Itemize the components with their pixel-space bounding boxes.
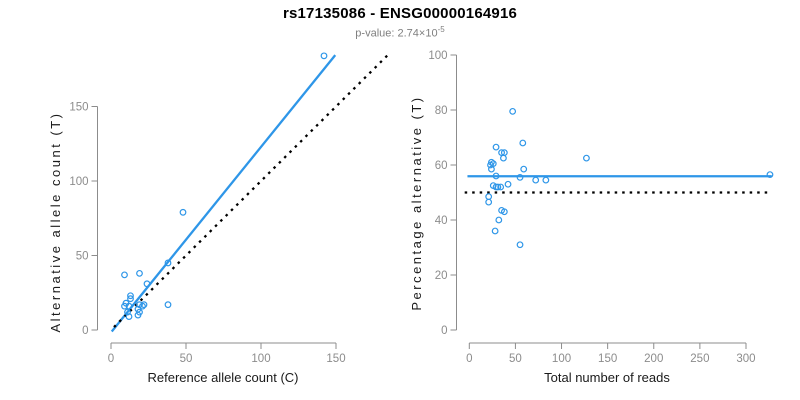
data-point	[121, 302, 128, 310]
x-tick-label: 0	[108, 353, 114, 365]
data-point	[136, 269, 143, 277]
data-point	[121, 271, 128, 279]
data-point	[485, 193, 493, 201]
data-point	[492, 172, 500, 180]
data-point	[143, 280, 151, 288]
pvalue-text: p-value: 2.74×10	[355, 27, 438, 40]
y-tick-label: 20	[435, 270, 448, 282]
data-point	[164, 259, 172, 267]
regression-line	[110, 54, 337, 333]
x-tick-label: 100	[552, 353, 571, 365]
y-tick-label: 80	[435, 105, 448, 117]
data-point	[320, 52, 328, 60]
data-point	[500, 208, 508, 216]
data-point	[125, 302, 133, 310]
left-y-axis-title: Alternative allele count (T)	[48, 111, 63, 332]
data-point	[485, 198, 493, 206]
y-tick-label: 100	[69, 176, 88, 188]
data-point	[520, 165, 528, 173]
data-point	[139, 302, 146, 310]
y-tick-label: 150	[69, 102, 88, 114]
left-x-axis-title: Reference allele count (C)	[147, 370, 298, 385]
data-point	[494, 183, 502, 191]
data-point	[519, 139, 527, 147]
data-point	[127, 292, 134, 300]
y-tick-label: 0	[441, 325, 447, 337]
data-point	[487, 161, 494, 169]
data-point	[491, 227, 499, 235]
y-tick-label: 50	[76, 251, 89, 263]
right-x-axis-title: Total number of reads	[544, 370, 670, 385]
y-tick-label: 60	[435, 160, 448, 172]
x-tick-label: 50	[180, 353, 193, 365]
y-tick-label: 40	[435, 215, 448, 227]
data-point	[488, 165, 495, 173]
data-point	[516, 241, 524, 249]
data-point	[542, 176, 550, 184]
data-point	[127, 295, 134, 303]
figure-subtitle: p-value: 2.74×10-5	[0, 25, 800, 40]
x-tick-label: 150	[598, 353, 617, 365]
data-point	[134, 311, 142, 319]
identity-line	[113, 54, 389, 328]
y-tick-label: 0	[82, 325, 88, 337]
x-tick-label: 50	[509, 353, 522, 365]
right-scatter-panel: Total number of reads Percentage alterna…	[409, 50, 774, 385]
pvalue-exponent: -5	[437, 25, 445, 34]
data-point	[179, 208, 187, 216]
data-point	[766, 171, 774, 179]
data-point	[509, 107, 517, 115]
x-tick-label: 150	[326, 353, 345, 365]
data-point	[125, 313, 133, 320]
data-point	[500, 154, 507, 162]
data-point	[583, 154, 590, 162]
data-point	[504, 180, 512, 188]
figure-title: rs17135086 - ENSG00000164916	[282, 5, 518, 22]
x-tick-label: 0	[466, 353, 472, 365]
x-tick-label: 300	[736, 353, 755, 365]
x-tick-label: 100	[251, 353, 270, 365]
data-point	[516, 173, 524, 181]
data-point	[492, 143, 500, 151]
data-point	[164, 301, 172, 309]
data-point	[497, 183, 505, 191]
data-point	[140, 301, 148, 309]
data-point	[495, 216, 503, 224]
right-y-axis-title: Percentage alternative (T)	[409, 95, 424, 310]
data-point	[124, 308, 131, 316]
x-tick-label: 250	[690, 353, 709, 365]
data-point	[532, 176, 540, 184]
left-scatter-panel: Reference allele count (C) Alternative a…	[48, 52, 389, 385]
y-tick-label: 100	[428, 50, 447, 62]
x-tick-label: 200	[644, 353, 663, 365]
